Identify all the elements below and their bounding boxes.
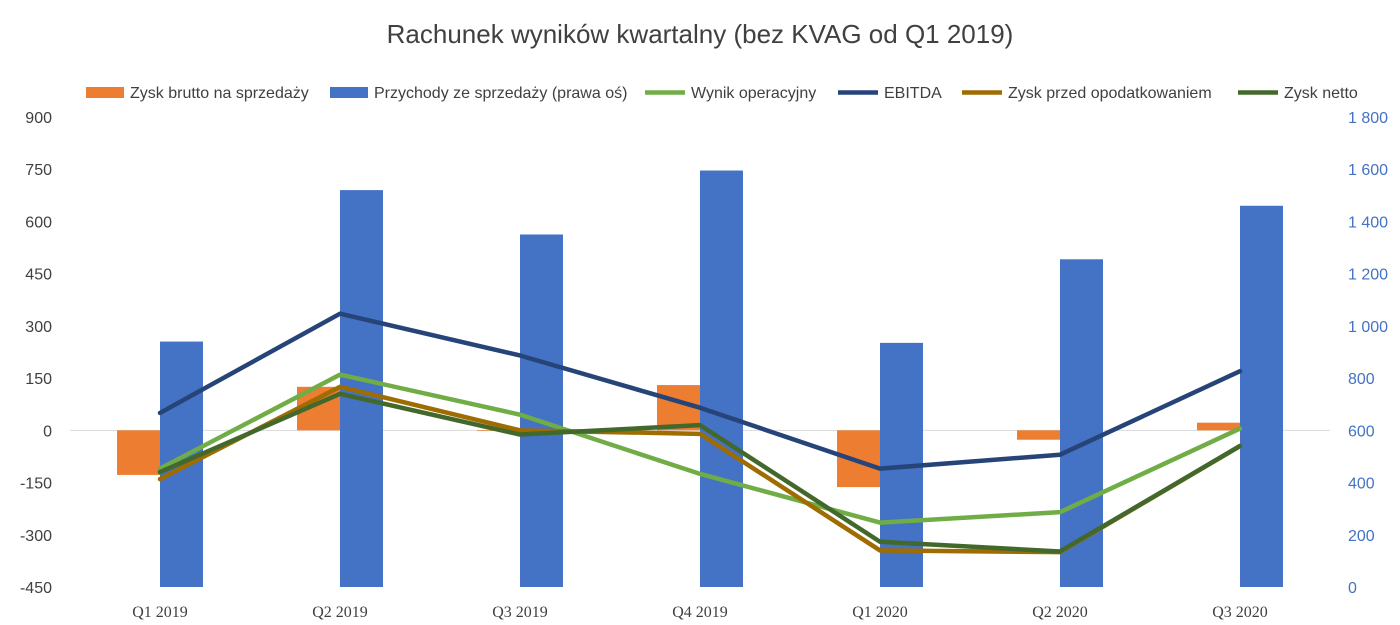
right-axis-tick: 1 000 (1348, 319, 1388, 336)
right-axis-tick: 0 (1348, 580, 1357, 597)
left-axis-tick: 450 (25, 267, 52, 284)
category-tick: Q2 2019 (312, 604, 368, 621)
bars (117, 170, 1283, 587)
category-axis-ticks: Q1 2019 Q2 2019 Q3 2019 Q4 2019 Q1 2020 Q2 20… (132, 604, 1268, 621)
line-series-3 (157, 311, 1243, 471)
legend-label: Wynik operacyjny (691, 85, 816, 102)
bar-zysk-brutto (1197, 422, 1240, 431)
lines (157, 311, 1243, 555)
bar-przychody (1240, 205, 1283, 587)
category-tick: Q3 2019 (492, 604, 548, 621)
left-axis-tick: -450 (20, 580, 52, 597)
legend-label: EBITDA (884, 85, 942, 102)
left-axis-tick: 750 (25, 162, 52, 179)
right-axis-tick: 1 800 (1348, 110, 1388, 127)
right-axis-tick: 800 (1348, 371, 1375, 388)
left-axis-tick: 600 (25, 214, 52, 231)
bar-przychody (700, 170, 743, 587)
left-axis-tick: 0 (43, 423, 52, 440)
left-axis-tick: 300 (25, 319, 52, 336)
right-axis-tick: 1 400 (1348, 214, 1388, 231)
legend-label: Przychody ze sprzedaży (prawa oś) (374, 85, 627, 102)
right-axis-ticks: 0 200 400 600 800 1 000 1 200 1 400 1 600 1 800 (1348, 110, 1388, 597)
legend-label: Zysk przed opodatkowaniem (1008, 85, 1212, 102)
category-tick: Q2 2020 (1032, 604, 1088, 621)
left-axis-tick: -300 (20, 528, 52, 545)
category-tick: Q3 2020 (1212, 604, 1268, 621)
legend-swatch (330, 87, 368, 98)
right-axis-tick: 200 (1348, 528, 1375, 545)
bar-zysk-brutto (837, 430, 880, 488)
left-axis-ticks: -450 -300 -150 0 150 300 450 600 750 900 (20, 110, 52, 597)
left-axis-tick: 900 (25, 110, 52, 127)
bar-zysk-brutto (117, 430, 160, 475)
legend-swatch (86, 87, 124, 98)
chart-title: Rachunek wyników kwartalny (bez KVAG od … (387, 19, 1014, 49)
category-tick: Q1 2020 (852, 604, 908, 621)
legend-label: Zysk netto (1284, 85, 1358, 102)
legend: Zysk brutto na sprzedaży Przychody ze spr… (86, 85, 1358, 102)
category-tick: Q4 2019 (672, 604, 728, 621)
right-axis-tick: 1 600 (1348, 162, 1388, 179)
left-axis-tick: 150 (25, 371, 52, 388)
right-axis-tick: 400 (1348, 476, 1375, 493)
legend-label: Zysk brutto na sprzedaży (130, 85, 309, 102)
line-series-5 (157, 391, 1243, 554)
right-axis-tick: 1 200 (1348, 267, 1388, 284)
bar-przychody (520, 234, 563, 587)
line-series-2 (157, 372, 1243, 525)
right-axis-tick: 600 (1348, 423, 1375, 440)
bar-zysk-brutto (1017, 430, 1060, 440)
left-axis-tick: -150 (20, 476, 52, 493)
category-tick: Q1 2019 (132, 604, 188, 621)
